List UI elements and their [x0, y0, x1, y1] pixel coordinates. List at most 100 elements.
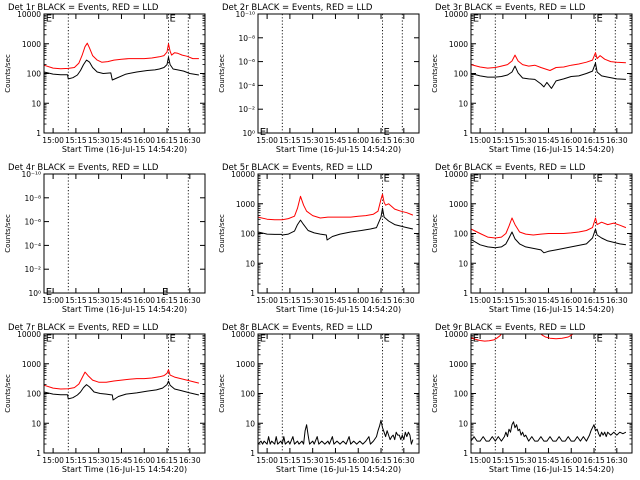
x-tick-label: 16:30: [179, 456, 201, 465]
x-tick-label: 15:15: [279, 136, 301, 145]
y-tick-label: 10⁻¹⁰: [21, 170, 41, 179]
y-tick-label: 100: [27, 70, 42, 79]
x-tick-label: 15:15: [65, 456, 87, 465]
y-tick-label: 1000: [22, 360, 41, 369]
x-tick-label: 16:30: [393, 456, 415, 465]
x-axis-label: Start Time (16-Jul-15 14:54:20): [276, 145, 401, 154]
y-axis-label: Counts/sec: [4, 54, 12, 93]
x-tick-label: 15:30: [515, 296, 537, 305]
y-tick-label: 1: [463, 289, 468, 298]
x-tick-label: 16:15: [156, 456, 178, 465]
x-tick-label: 16:30: [606, 136, 628, 145]
x-tick-label: 15:15: [65, 296, 87, 305]
y-tick-label: 100: [454, 390, 469, 399]
series-events-line: [470, 62, 626, 89]
x-axis-label: Start Time (16-Jul-15 14:54:20): [489, 465, 614, 474]
y-tick-label: 100: [27, 390, 42, 399]
y-tick-label: 10: [458, 259, 468, 268]
y-axis-label: Counts/sec: [431, 54, 439, 93]
x-tick-label: 16:15: [370, 136, 392, 145]
y-tick-label: 10: [245, 259, 255, 268]
y-tick-label: 10000: [17, 10, 41, 19]
plot-frame: [257, 173, 420, 294]
y-tick-label: 10000: [231, 170, 255, 179]
x-tick-label: 15:30: [302, 136, 324, 145]
x-tick-label: 15:15: [65, 136, 87, 145]
panel-title: Det 3r BLACK = Events, RED = LLD: [435, 3, 586, 13]
series-events-line: [470, 228, 626, 254]
series-events-line: [43, 56, 199, 81]
event-marker: E: [473, 173, 479, 184]
y-tick-label: 1000: [449, 40, 468, 49]
event-marker: E: [473, 13, 479, 24]
series-lld-line: [43, 369, 200, 390]
y-tick-label: 100: [454, 70, 469, 79]
x-tick-label: 15:45: [538, 456, 560, 465]
x-tick-label: 15:45: [325, 296, 347, 305]
panel-det-1: Det 1r BLACK = Events, RED = LLD Counts/s…: [4, 3, 206, 154]
x-tick-label: 15:30: [88, 296, 110, 305]
x-tick-label: 16:30: [179, 136, 201, 145]
x-tick-label: 15:30: [515, 456, 537, 465]
x-axis-label: Start Time (16-Jul-15 14:54:20): [62, 305, 187, 314]
event-marker: E: [597, 333, 603, 344]
event-marker: E: [597, 173, 603, 184]
panel-title: Det 5r BLACK = Events, RED = LLD: [222, 163, 373, 173]
y-tick-label: 10⁻¹⁰: [235, 10, 255, 19]
x-tick-label: 15:15: [492, 456, 514, 465]
x-tick-label: 15:30: [302, 296, 324, 305]
y-tick-label: 10⁰: [28, 289, 41, 298]
y-tick-label: 100: [241, 390, 256, 399]
panel-title: Det 8r BLACK = Events, RED = LLD: [222, 323, 373, 333]
series-events-line: [470, 421, 627, 442]
x-tick-label: 16:15: [156, 296, 178, 305]
x-tick-label: 15:45: [538, 296, 560, 305]
plot-frame: [257, 13, 420, 134]
y-tick-label: 10⁻⁸: [24, 194, 41, 203]
x-tick-label: 15:45: [111, 456, 133, 465]
x-tick-label: 15:00: [469, 296, 491, 305]
y-axis-label: Counts/sec: [218, 214, 226, 253]
y-tick-label: 10⁻⁶: [238, 58, 255, 67]
x-tick-label: 15:45: [111, 296, 133, 305]
y-tick-label: 10000: [444, 170, 468, 179]
x-axis-label: Start Time (16-Jul-15 14:54:20): [276, 305, 401, 314]
y-tick-label: 10000: [17, 330, 41, 339]
series-lld-line: [470, 217, 627, 239]
y-tick-label: 1000: [236, 360, 255, 369]
x-tick-label: 15:30: [515, 136, 537, 145]
y-tick-label: 1000: [236, 200, 255, 209]
x-axis-label: Start Time (16-Jul-15 14:54:20): [489, 305, 614, 314]
x-tick-label: 16:30: [179, 296, 201, 305]
y-tick-label: 10: [31, 419, 41, 428]
series-lld-line: [257, 193, 414, 221]
panel-det-5: Det 5r BLACK = Events, RED = LLD Counts/s…: [218, 163, 420, 314]
y-tick-label: 10: [31, 99, 41, 108]
y-tick-label: 1: [250, 449, 255, 458]
y-tick-label: 10000: [444, 330, 468, 339]
x-tick-label: 15:30: [88, 456, 110, 465]
y-axis-label: Counts/sec: [431, 374, 439, 413]
plot-frame: [470, 13, 633, 134]
y-tick-label: 10: [245, 419, 255, 428]
series-events-line: [257, 419, 414, 445]
y-tick-label: 10⁰: [242, 129, 255, 138]
event-marker: E: [384, 173, 390, 184]
x-tick-label: 15:00: [256, 296, 278, 305]
series-events-line: [43, 380, 200, 401]
x-tick-label: 16:00: [133, 296, 155, 305]
y-axis-label: Counts/sec: [4, 374, 12, 413]
x-tick-label: 16:00: [133, 456, 155, 465]
event-marker: E: [170, 13, 176, 24]
event-marker: E: [46, 333, 52, 344]
y-tick-label: 10⁻⁸: [238, 34, 255, 43]
x-tick-label: 16:30: [393, 296, 415, 305]
panel-title: Det 1r BLACK = Events, RED = LLD: [8, 3, 159, 13]
x-tick-label: 16:30: [606, 296, 628, 305]
y-axis-label: Counts/sec: [218, 54, 226, 93]
x-tick-label: 16:00: [560, 136, 582, 145]
y-axis-label: Counts/sec: [4, 214, 12, 253]
panel-det-9: Det 9r BLACK = Events, RED = LLD Counts/s…: [431, 323, 633, 474]
x-tick-label: 16:30: [606, 456, 628, 465]
y-tick-label: 10000: [444, 10, 468, 19]
